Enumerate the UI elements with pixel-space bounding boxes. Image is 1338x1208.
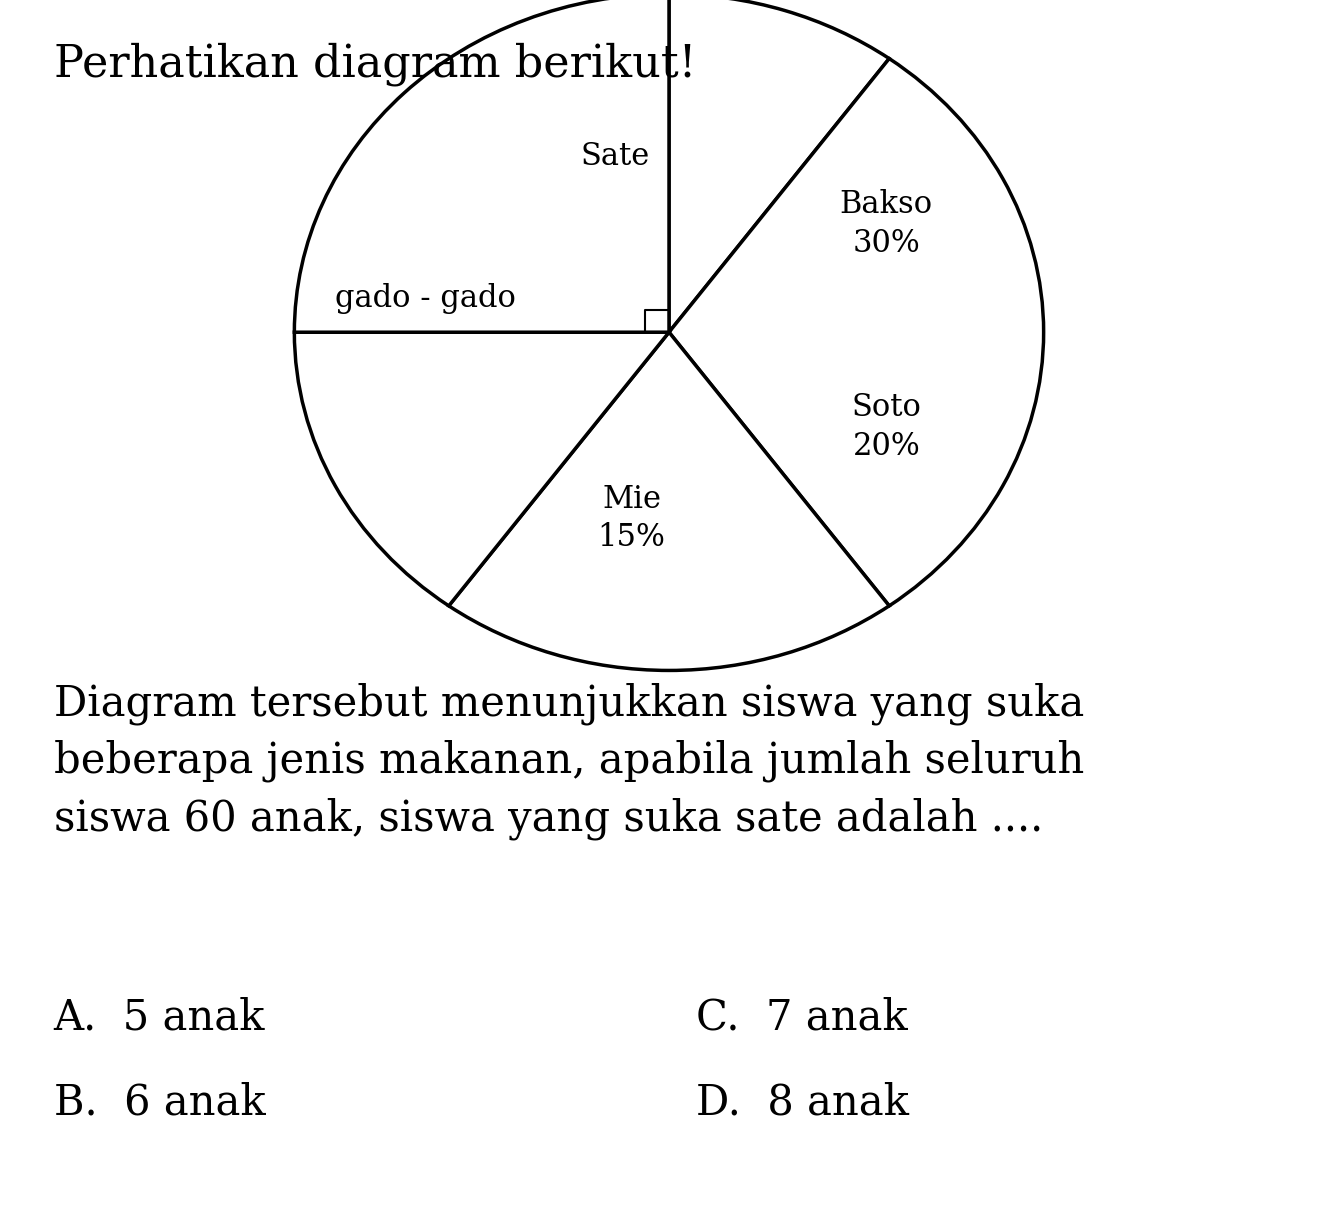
Text: Diagram tersebut menunjukkan siswa yang suka
beberapa jenis makanan, apabila jum: Diagram tersebut menunjukkan siswa yang … [54,683,1084,840]
Text: Soto
20%: Soto 20% [851,393,922,461]
Text: D.  8 anak: D. 8 anak [696,1081,909,1123]
Text: Bakso
30%: Bakso 30% [840,190,933,259]
Text: Mie
15%: Mie 15% [598,483,665,553]
Wedge shape [669,0,890,332]
Text: C.  7 anak: C. 7 anak [696,997,907,1039]
Text: B.  6 anak: B. 6 anak [54,1081,265,1123]
Wedge shape [448,332,890,670]
Text: A.  5 anak: A. 5 anak [54,997,265,1039]
Wedge shape [294,332,669,606]
Text: Sate: Sate [581,141,650,172]
Text: gado - gado: gado - gado [334,283,516,314]
Text: Perhatikan diagram berikut!: Perhatikan diagram berikut! [54,42,696,86]
Wedge shape [669,58,1044,606]
Wedge shape [294,0,669,332]
